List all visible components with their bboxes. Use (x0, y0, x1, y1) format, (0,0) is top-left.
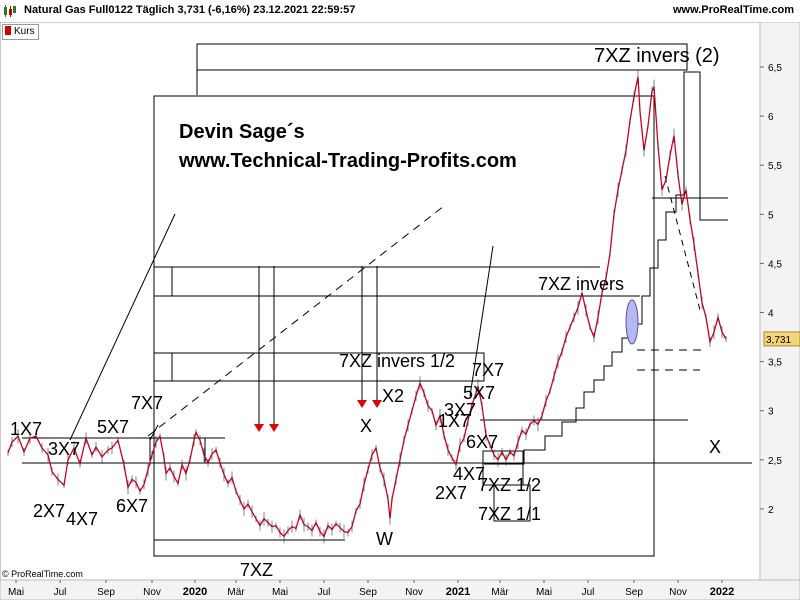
annotation-label: W (376, 529, 393, 549)
x-tick-label: Sep (625, 587, 643, 598)
box-7xz-invers-half (153, 352, 485, 382)
price-chart: Mai Jul Sep Nov 2020 Mär Mai Jul Sep Nov 2021 Mär Ma… (0, 22, 800, 600)
annotation-label: 2X7 (33, 501, 65, 521)
price-series (7, 69, 727, 544)
annotation-label: 6X7 (116, 496, 148, 516)
y-tick-label: 4,5 (768, 259, 782, 270)
annotation-label: 7XZ invers (538, 274, 624, 294)
y-axis-panel (759, 22, 800, 581)
candlestick-logo-icon (4, 5, 16, 17)
box-7xz-1-1 (493, 484, 531, 522)
chart-header: Natural Gas Full0122 Täglich 3,731 (-6,1… (0, 0, 800, 23)
watermark-line-1: Devin Sage´s (179, 121, 305, 143)
x-tick-label: Jul (582, 587, 595, 598)
annotation-label: 5X7 (97, 417, 129, 437)
x-tick-label: Jul (54, 587, 67, 598)
y-tick-label: 5 (768, 210, 774, 221)
red-down-arrow-icon (357, 400, 367, 408)
watermark-line-2: www.Technical-Trading-Profits.com (178, 150, 517, 172)
support-resistance-lines (22, 43, 752, 557)
site-link[interactable]: www.ProRealTime.com (672, 4, 794, 16)
annotation-label: 7XZ 1/1 (478, 504, 541, 524)
annotation-label: 7X7 (472, 360, 504, 380)
y-tick-label: 2 (768, 505, 774, 516)
last-value-label: 3,731 (766, 335, 791, 346)
series-legend[interactable]: Kurs (2, 24, 39, 40)
trendline-stub (149, 424, 159, 441)
y-tick-label: 4 (768, 309, 774, 320)
signal-arrows (254, 266, 382, 432)
annotation-label: X2 (382, 386, 404, 406)
annotation-label: 7XZ invers 1/2 (339, 351, 455, 371)
annotation-label: 6X7 (466, 432, 498, 452)
x-tick-label: Mär (491, 587, 509, 598)
trailing-stop-staircase (484, 71, 728, 465)
box-7xz-invers-2-top (196, 43, 688, 71)
trendline-2 (469, 245, 494, 397)
annotation-label: 7XZ (240, 560, 273, 580)
price-line (7, 76, 727, 538)
annotation-label: 1X7 (10, 419, 42, 439)
x-tick-label: Mai (272, 587, 288, 598)
y-tick-label: 6 (768, 112, 774, 123)
annotation-label: X (709, 437, 721, 457)
y-tick-label: 3,5 (768, 358, 782, 369)
red-down-arrow-icon (372, 400, 382, 408)
y-tick-label: 5,5 (768, 161, 782, 172)
annotation-label: 7X7 (131, 393, 163, 413)
x-tick-label: Sep (359, 587, 377, 598)
trendline-dashed-1 (147, 205, 445, 437)
x-tick-label: Nov (405, 587, 423, 598)
annotation-label: X (360, 416, 372, 436)
annotation-label: 4X7 (66, 509, 98, 529)
x-tick-label: 2020 (183, 586, 207, 598)
legend-swatch (5, 26, 11, 35)
x-tick-label: Mär (227, 587, 245, 598)
x-tick-label: Mai (8, 587, 24, 598)
red-down-arrow-icon (254, 424, 264, 432)
y-tick-label: 2,5 (768, 456, 782, 467)
annotation-label: 2X7 (435, 483, 467, 503)
annotation-label: 1X7 (438, 411, 470, 431)
plot-frame (0, 22, 761, 581)
x-tick-label: 2022 (710, 586, 734, 598)
x-tick-label: 2021 (446, 586, 470, 598)
legend-label: Kurs (14, 26, 35, 37)
x-tick-label: Sep (97, 587, 115, 598)
trendline-1 (69, 213, 176, 441)
annotation-label: 5X7 (463, 383, 495, 403)
x-tick-label: Jul (318, 587, 331, 598)
chart-title: Natural Gas Full0122 Täglich 3,731 (-6,1… (24, 4, 356, 16)
annotation-label: 3X7 (48, 439, 80, 459)
x-axis-panel (0, 579, 800, 600)
last-value-badge (763, 331, 800, 347)
x-axis: Mai Jul Sep Nov 2020 Mär Mai Jul Sep Nov 2021 Mär Ma… (8, 580, 734, 598)
watermark: Devin Sage´s www.Technical-Trading-Profit… (178, 121, 517, 172)
trendline-dashed-2 (664, 175, 701, 311)
red-down-arrow-icon (269, 424, 279, 432)
annotation-label: 3X7 (444, 400, 476, 420)
y-axis: 6,5 6 5,5 5 4,5 4 3,5 3 2,5 2 3,731 (760, 63, 800, 516)
copyright-text: © ProRealTime.com (2, 569, 83, 579)
y-tick-label: 3 (768, 407, 774, 418)
x-tick-label: Nov (143, 587, 161, 598)
annotation-label: 4X7 (453, 464, 485, 484)
annotation-label: 7XZ 1/2 (478, 475, 541, 495)
box-7xz-main (153, 95, 655, 557)
x-tick-label: Nov (669, 587, 687, 598)
y-tick-label: 6,5 (768, 63, 782, 74)
x-tick-label: Mai (536, 587, 552, 598)
annotation-label: 7XZ invers (2) (594, 45, 720, 67)
highlight-ellipse (625, 299, 639, 345)
